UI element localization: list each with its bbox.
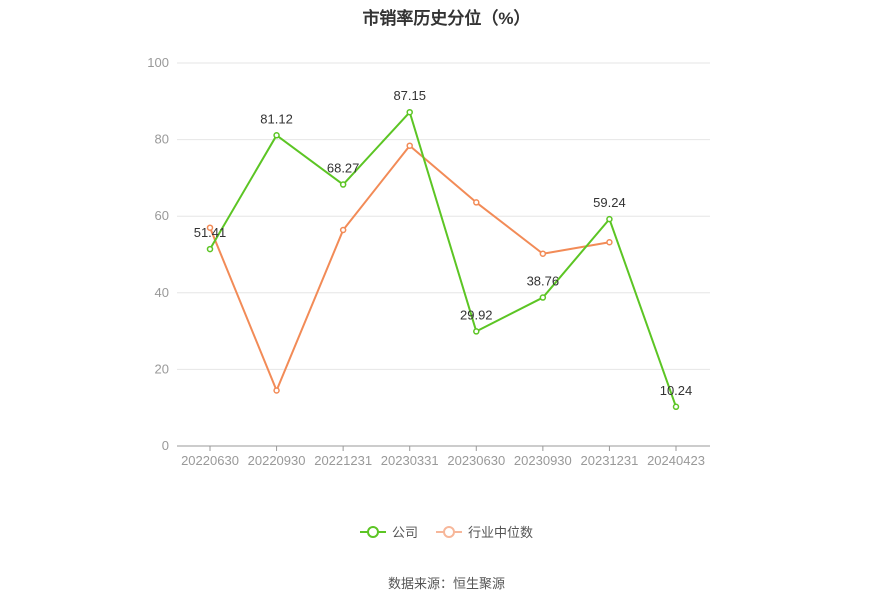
- legend: 公司 行业中位数: [0, 522, 893, 541]
- chart-title: 市销率历史分位（%）: [362, 9, 531, 28]
- x-tick-label: 20230630: [447, 453, 505, 468]
- series-line-company: [209, 111, 677, 408]
- x-tick-label: 20240423: [647, 453, 705, 468]
- axes: 0 20 40 60 80 100 20220630 20220930 20221231 2023…: [147, 55, 710, 468]
- y-tick-label: 20: [155, 361, 169, 376]
- company-point: [273, 132, 280, 139]
- legend-marker-company: [359, 525, 386, 539]
- company-point: [406, 108, 413, 116]
- y-tick-label: 0: [162, 438, 169, 453]
- legend-label-industry-median: 行业中位数: [468, 525, 534, 540]
- data-label: 81.12: [260, 111, 293, 126]
- data-label: 10.24: [660, 383, 693, 398]
- company-point: [606, 215, 613, 223]
- x-tick-label: 20220630: [181, 453, 239, 468]
- data-label: 68.27: [327, 161, 360, 176]
- data-source: 数据来源：恒生聚源: [387, 576, 505, 591]
- y-tick-label: 40: [155, 285, 169, 300]
- x-tick-label: 20220930: [248, 453, 306, 468]
- y-tick-label: 80: [155, 132, 169, 147]
- series-line-industry-median: [209, 144, 610, 392]
- industry-median-point: [539, 250, 547, 257]
- grid-lines: [177, 62, 710, 370]
- data-label: 87.15: [393, 88, 426, 103]
- y-tick-label: 60: [155, 208, 169, 223]
- data-label: 59.24: [593, 195, 626, 210]
- company-point: [473, 328, 480, 335]
- x-tick-label: 20231231: [581, 453, 639, 468]
- company-point: [339, 181, 347, 188]
- x-tick-label: 20230930: [514, 453, 572, 468]
- industry-median-point: [273, 387, 280, 394]
- industry-median-point: [473, 199, 480, 206]
- series-lines: [206, 108, 680, 411]
- company-point: [672, 403, 680, 411]
- data-label: 29.92: [460, 307, 493, 322]
- company-point: [539, 294, 547, 301]
- y-tick-label: 100: [147, 55, 169, 70]
- data-label: 38.76: [527, 274, 560, 289]
- x-tick-label: 20230331: [381, 453, 439, 468]
- industry-median-point: [606, 238, 613, 246]
- legend-label-company: 公司: [391, 525, 418, 540]
- x-tick-label: 20221231: [314, 453, 372, 468]
- industry-median-point: [206, 224, 214, 231]
- legend-item-company[interactable]: 公司: [359, 522, 418, 541]
- industry-median-point: [339, 226, 347, 234]
- legend-marker-industry-median: [436, 525, 462, 539]
- data-labels: 51.41 81.12 68.27 87.15 29.92 38.76 59.24 10.24: [194, 88, 693, 398]
- company-point: [206, 245, 214, 253]
- data-label: 51.41: [194, 225, 227, 240]
- legend-item-industry-median[interactable]: 行业中位数: [436, 522, 533, 541]
- industry-median-point: [406, 142, 413, 149]
